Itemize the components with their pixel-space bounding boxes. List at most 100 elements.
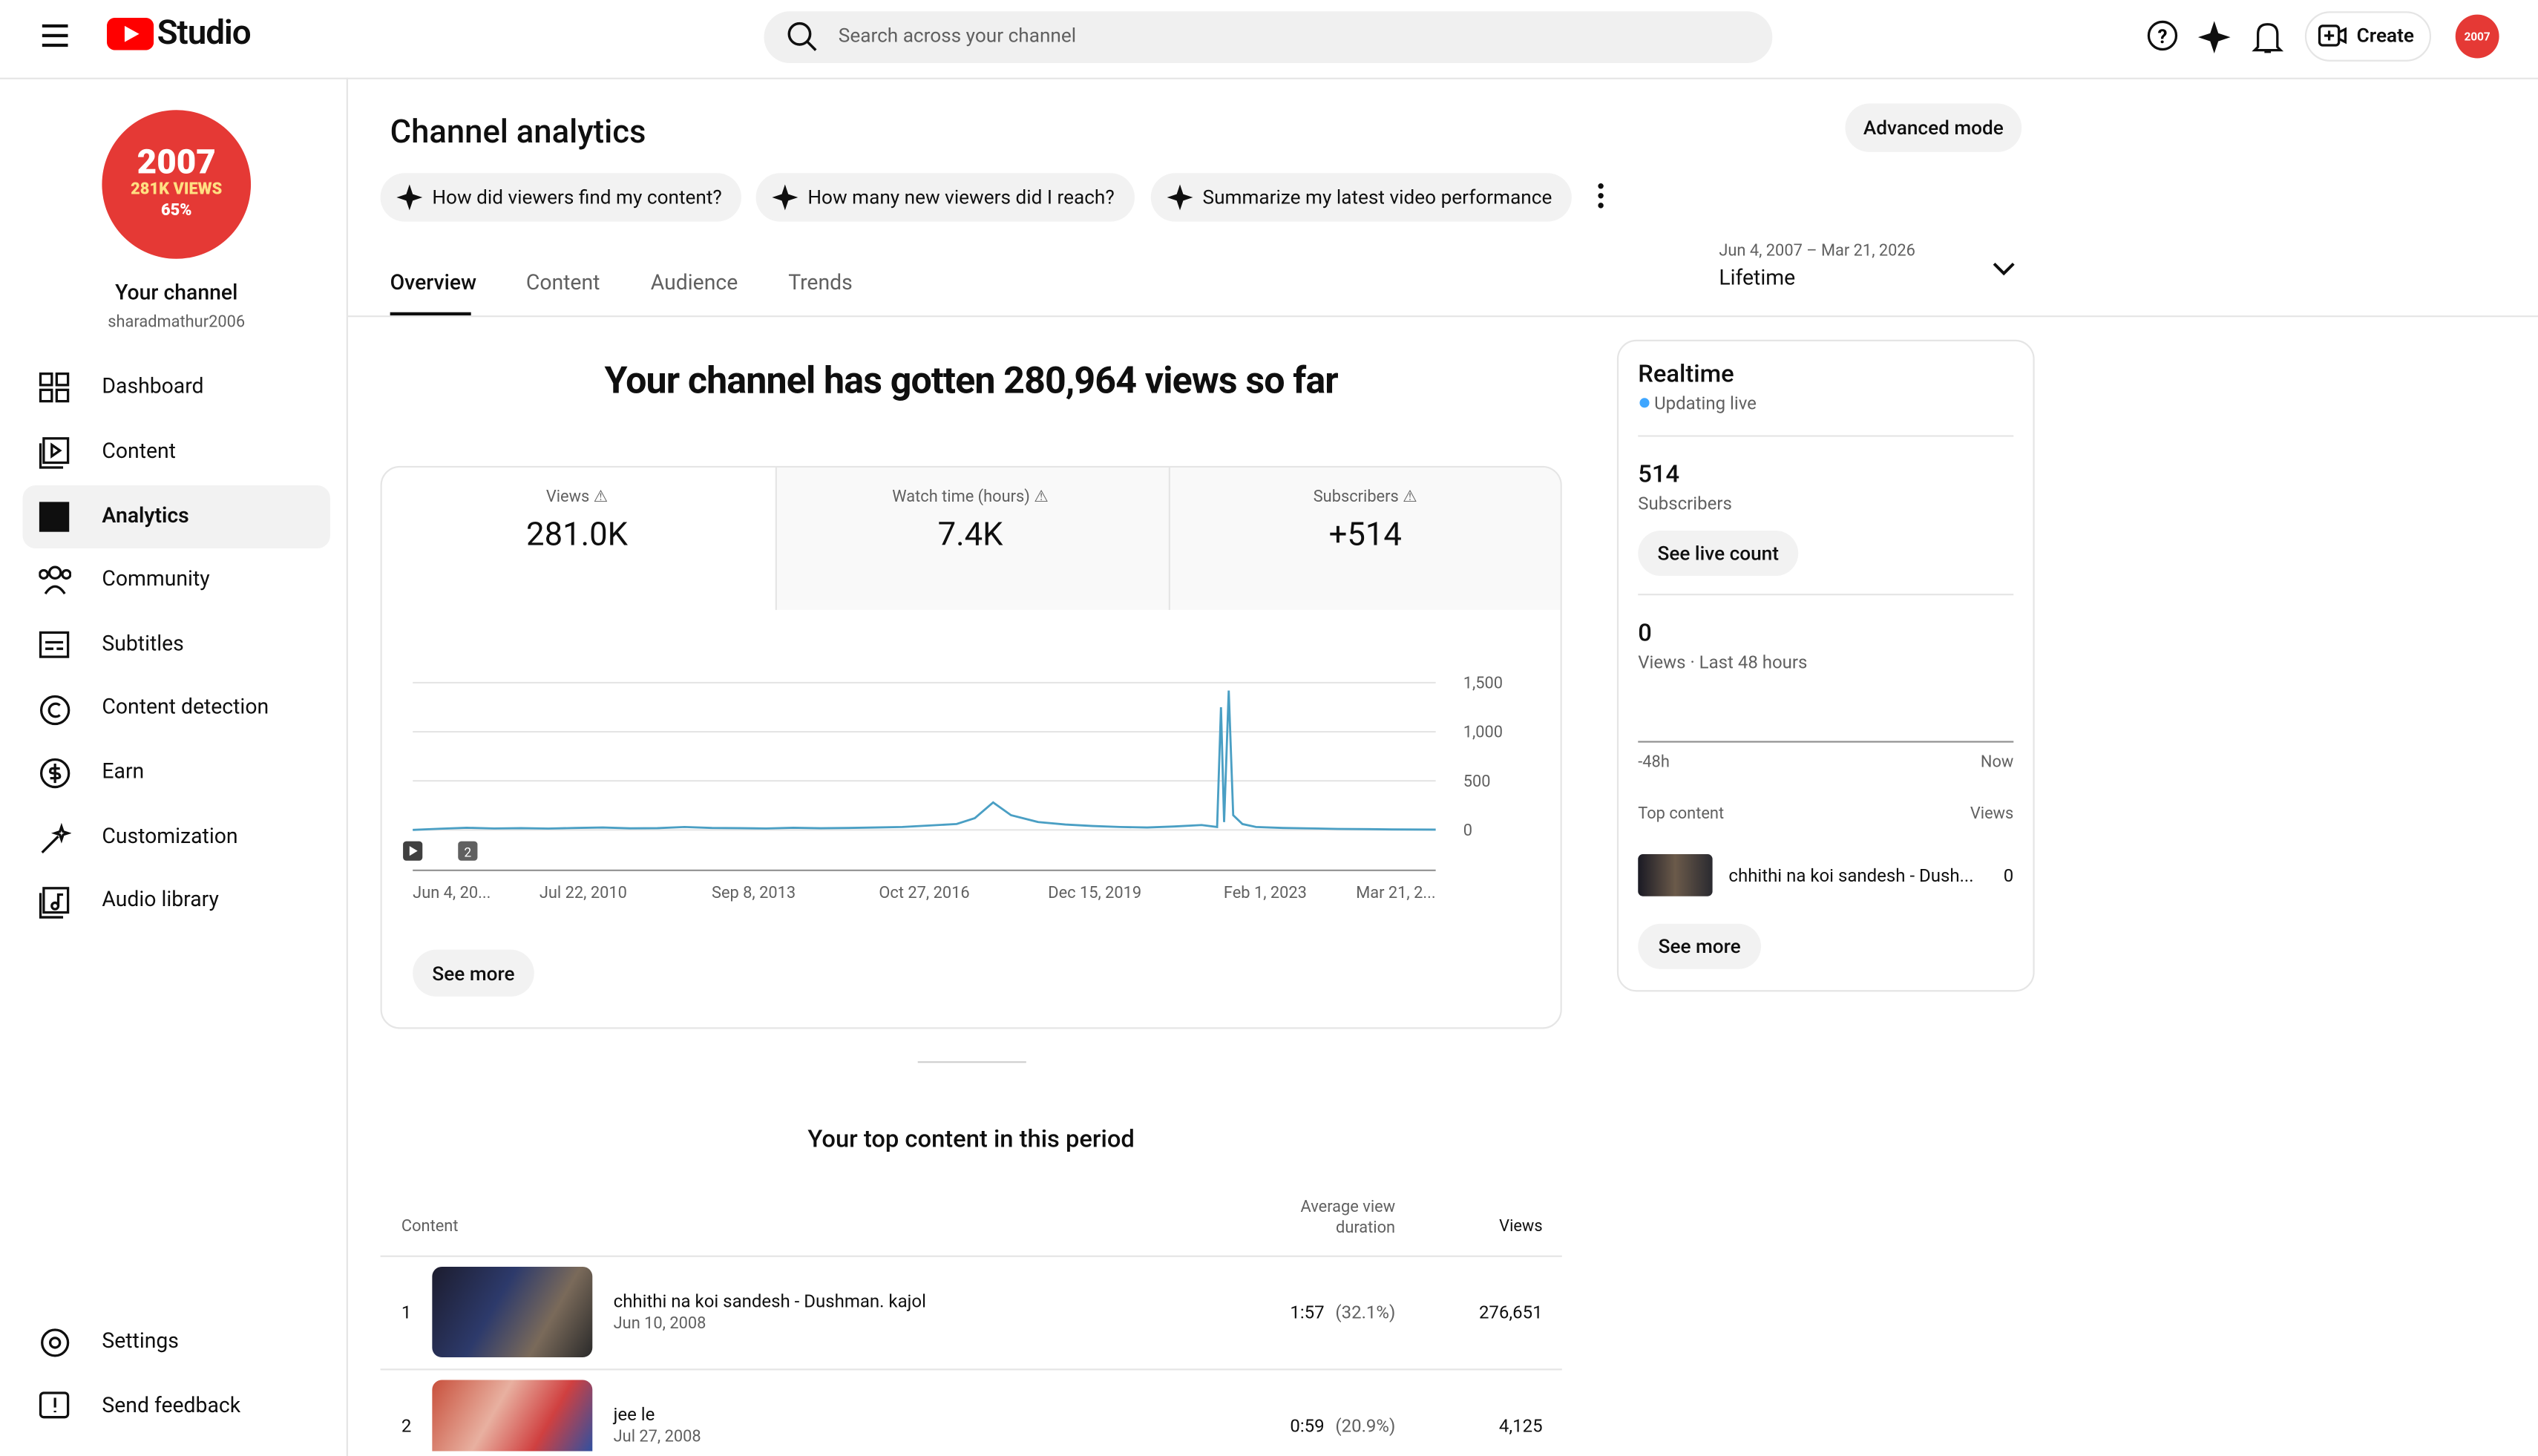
search-icon bbox=[787, 22, 817, 51]
create-label: Create bbox=[2356, 24, 2415, 47]
create-button[interactable] bbox=[2304, 11, 2432, 62]
nav-item[interactable]: Analytics bbox=[102, 505, 189, 529]
realtime-subscribers-label: Subscribers bbox=[1638, 493, 1732, 515]
nav-item[interactable]: Community bbox=[102, 568, 210, 592]
tab[interactable]: Content bbox=[525, 272, 600, 296]
nav-item[interactable]: Customization bbox=[102, 824, 238, 850]
svg-text:?: ? bbox=[2157, 26, 2167, 48]
metric-label[interactable]: Watch time (hours) ⚠ bbox=[892, 488, 1049, 507]
avatar-line: 2007 bbox=[137, 144, 216, 183]
row-percent: (32.1%) bbox=[1335, 1302, 1396, 1324]
nav-item[interactable]: Dashboard bbox=[102, 375, 204, 400]
top-content-heading: Your top content in this period bbox=[807, 1124, 1135, 1154]
realtime-views: 0 bbox=[1638, 617, 1652, 647]
live-count-button[interactable]: See live count bbox=[1638, 531, 1799, 577]
top-bar bbox=[0, 0, 2538, 79]
realtime-axis-label: Now bbox=[1980, 753, 2014, 772]
nav-item[interactable]: Earn bbox=[102, 760, 145, 785]
see-more-button[interactable]: See more bbox=[413, 949, 534, 997]
divider bbox=[347, 315, 2538, 318]
thumbnail[interactable] bbox=[1638, 854, 1713, 896]
tab[interactable]: Audience bbox=[650, 272, 738, 296]
row-date: Jun 10, 2008 bbox=[613, 1315, 706, 1334]
nav-item[interactable]: Audio library bbox=[102, 888, 219, 913]
realtime-subscribers: 514 bbox=[1638, 459, 1680, 489]
account-avatar[interactable]: 2007 bbox=[2455, 14, 2499, 59]
header-icons[interactable]: ? bbox=[2146, 19, 2286, 55]
tab-indicator bbox=[390, 312, 471, 316]
active-nav-bg bbox=[22, 485, 330, 549]
row-percent: (20.9%) bbox=[1335, 1415, 1396, 1437]
realtime-card bbox=[1616, 339, 2035, 992]
column-header: Views bbox=[1499, 1218, 1543, 1236]
metric-label-text: Watch time (hours) bbox=[892, 488, 1030, 507]
metric-value: 281.0K bbox=[526, 514, 629, 554]
metric-label[interactable]: Subscribers ⚠ bbox=[1313, 488, 1417, 507]
nav-item[interactable]: Settings bbox=[102, 1329, 179, 1354]
nav-item[interactable]: Subtitles bbox=[102, 632, 184, 658]
thumbnail[interactable] bbox=[432, 1380, 593, 1452]
nav-item[interactable]: Content detection bbox=[102, 695, 269, 721]
row-title[interactable]: chhithi na koi sandesh - Dushman. kajol bbox=[613, 1291, 926, 1312]
period-dropdown[interactable] bbox=[1993, 260, 2016, 277]
avatar-line: 281K VIEWS bbox=[131, 181, 223, 200]
sidebar bbox=[0, 77, 348, 1456]
divider bbox=[1638, 435, 2014, 437]
nav-item[interactable]: Content bbox=[102, 439, 176, 465]
logo-icon bbox=[106, 17, 154, 50]
top-content-label: Top content bbox=[1638, 805, 1725, 824]
ask-chip[interactable]: How did viewers find my content? bbox=[380, 173, 741, 222]
realtime-axis-label: -48h bbox=[1638, 753, 1670, 772]
divider bbox=[1638, 594, 2014, 596]
date-range: Jun 4, 2007 – Mar 21, 2026 bbox=[1719, 243, 1915, 260]
metric-bg bbox=[775, 468, 1561, 610]
advanced-mode-button[interactable]: Advanced mode bbox=[1845, 103, 2022, 152]
more-button[interactable] bbox=[1596, 183, 1606, 209]
row-views: 4,125 bbox=[1498, 1415, 1543, 1437]
metric-value: +514 bbox=[1328, 514, 1402, 554]
headline: Your channel has gotten 280,964 views so… bbox=[604, 358, 1338, 403]
metric-divider bbox=[775, 468, 777, 610]
tab[interactable]: Overview bbox=[390, 272, 477, 296]
divider bbox=[380, 1368, 1562, 1371]
metric-label-text: Views bbox=[545, 488, 590, 507]
rank: 1 bbox=[401, 1302, 412, 1324]
realtime-status: Updating live bbox=[1654, 393, 1757, 415]
period[interactable]: Lifetime bbox=[1719, 266, 1796, 292]
nav-item[interactable]: Send feedback bbox=[102, 1394, 241, 1419]
live-dot bbox=[1639, 398, 1650, 408]
row-date: Jul 27, 2008 bbox=[613, 1428, 701, 1446]
column-header: Average view duration bbox=[1300, 1198, 1396, 1238]
ask-chip[interactable]: How many new viewers did I reach? bbox=[755, 173, 1134, 222]
thumbnail[interactable] bbox=[432, 1266, 593, 1358]
realtime-see-more[interactable]: See more bbox=[1638, 923, 1762, 969]
row-title[interactable]: jee le bbox=[613, 1404, 655, 1426]
metric-label[interactable]: Views ⚠ bbox=[545, 488, 609, 507]
tab[interactable]: Trends bbox=[788, 272, 853, 296]
create-icon bbox=[2318, 24, 2347, 47]
metric-value: 7.4K bbox=[937, 514, 1003, 554]
channel-avatar[interactable]: 2007 281K VIEWS 65% bbox=[102, 110, 252, 259]
column-header: Content bbox=[401, 1218, 459, 1236]
metric-divider bbox=[1168, 468, 1170, 610]
search-box[interactable] bbox=[764, 11, 1773, 64]
page-title: Channel analytics bbox=[390, 111, 646, 151]
metric-label-text: Subscribers bbox=[1313, 488, 1399, 507]
nav-icons bbox=[39, 372, 71, 1419]
chip-icons bbox=[396, 184, 1193, 211]
avatar-line: 65% bbox=[160, 202, 192, 220]
search-placeholder: Search across your channel bbox=[838, 24, 1077, 47]
channel-label: Your channel bbox=[115, 281, 238, 306]
top-item-views: 0 bbox=[2003, 865, 2014, 887]
menu-button[interactable] bbox=[42, 24, 68, 47]
views-header: Views bbox=[1970, 805, 2014, 824]
row-duration: 1:57 bbox=[1290, 1302, 1325, 1324]
logo-text[interactable]: Studio bbox=[157, 14, 252, 53]
top-item-title[interactable]: chhithi na koi sandesh - Dush... bbox=[1728, 865, 1974, 887]
row-duration: 0:59 bbox=[1290, 1415, 1325, 1437]
ask-chip[interactable]: Summarize my latest video performance bbox=[1150, 173, 1572, 222]
channel-handle: sharadmathur2006 bbox=[108, 313, 246, 332]
realtime-axis bbox=[1638, 741, 2014, 743]
divider bbox=[917, 1061, 1026, 1063]
